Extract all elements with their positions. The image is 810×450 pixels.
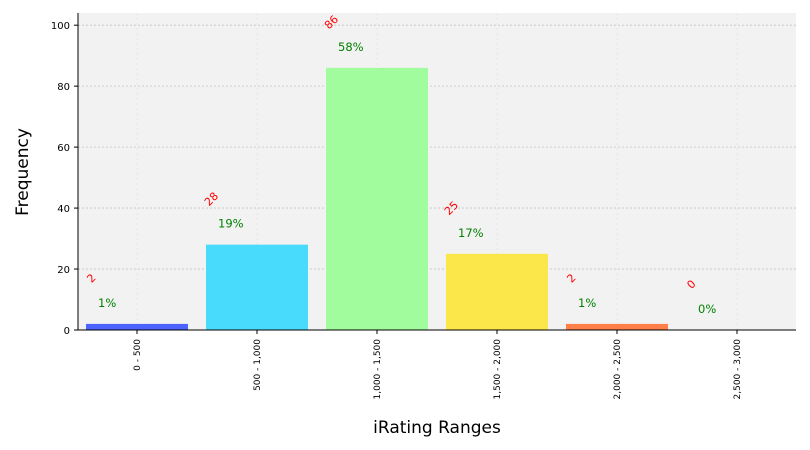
y-axis-ticks: 0 20 40 60 80 100: [51, 21, 78, 337]
plot-background: [78, 13, 796, 330]
percent-label: 0%: [698, 302, 716, 316]
percent-label: 19%: [218, 217, 244, 231]
y-tick-label: 100: [51, 21, 70, 32]
y-tick-label: 0: [64, 326, 70, 337]
x-tick-label: 2,500 - 3,000: [733, 339, 743, 400]
bars: [86, 67, 668, 330]
x-tick-label: 1,000 - 1,500: [373, 339, 383, 400]
bar: [326, 67, 428, 330]
bar: [566, 323, 668, 330]
bar: [206, 244, 308, 330]
bar: [446, 253, 548, 330]
x-axis-title: iRating Ranges: [373, 418, 501, 438]
y-axis-title: Frequency: [13, 128, 33, 216]
y-tick-label: 60: [57, 143, 70, 154]
y-tick-label: 20: [57, 265, 70, 276]
x-tick-label: 500 - 1,000: [253, 339, 263, 391]
bar: [86, 323, 188, 330]
percent-label: 1%: [578, 296, 596, 310]
y-tick-label: 80: [57, 82, 70, 93]
percent-label: 17%: [458, 226, 484, 240]
x-tick-label: 2,000 - 2,500: [613, 339, 623, 400]
x-axis-ticks: 0 - 500 500 - 1,000 1,000 - 1,500 1,500 - 2…: [133, 330, 743, 400]
percent-label: 1%: [98, 296, 116, 310]
x-tick-label: 1,500 - 2,000: [493, 339, 503, 400]
y-tick-label: 40: [57, 204, 70, 215]
x-tick-label: 0 - 500: [133, 339, 143, 371]
percent-label: 58%: [338, 40, 364, 54]
